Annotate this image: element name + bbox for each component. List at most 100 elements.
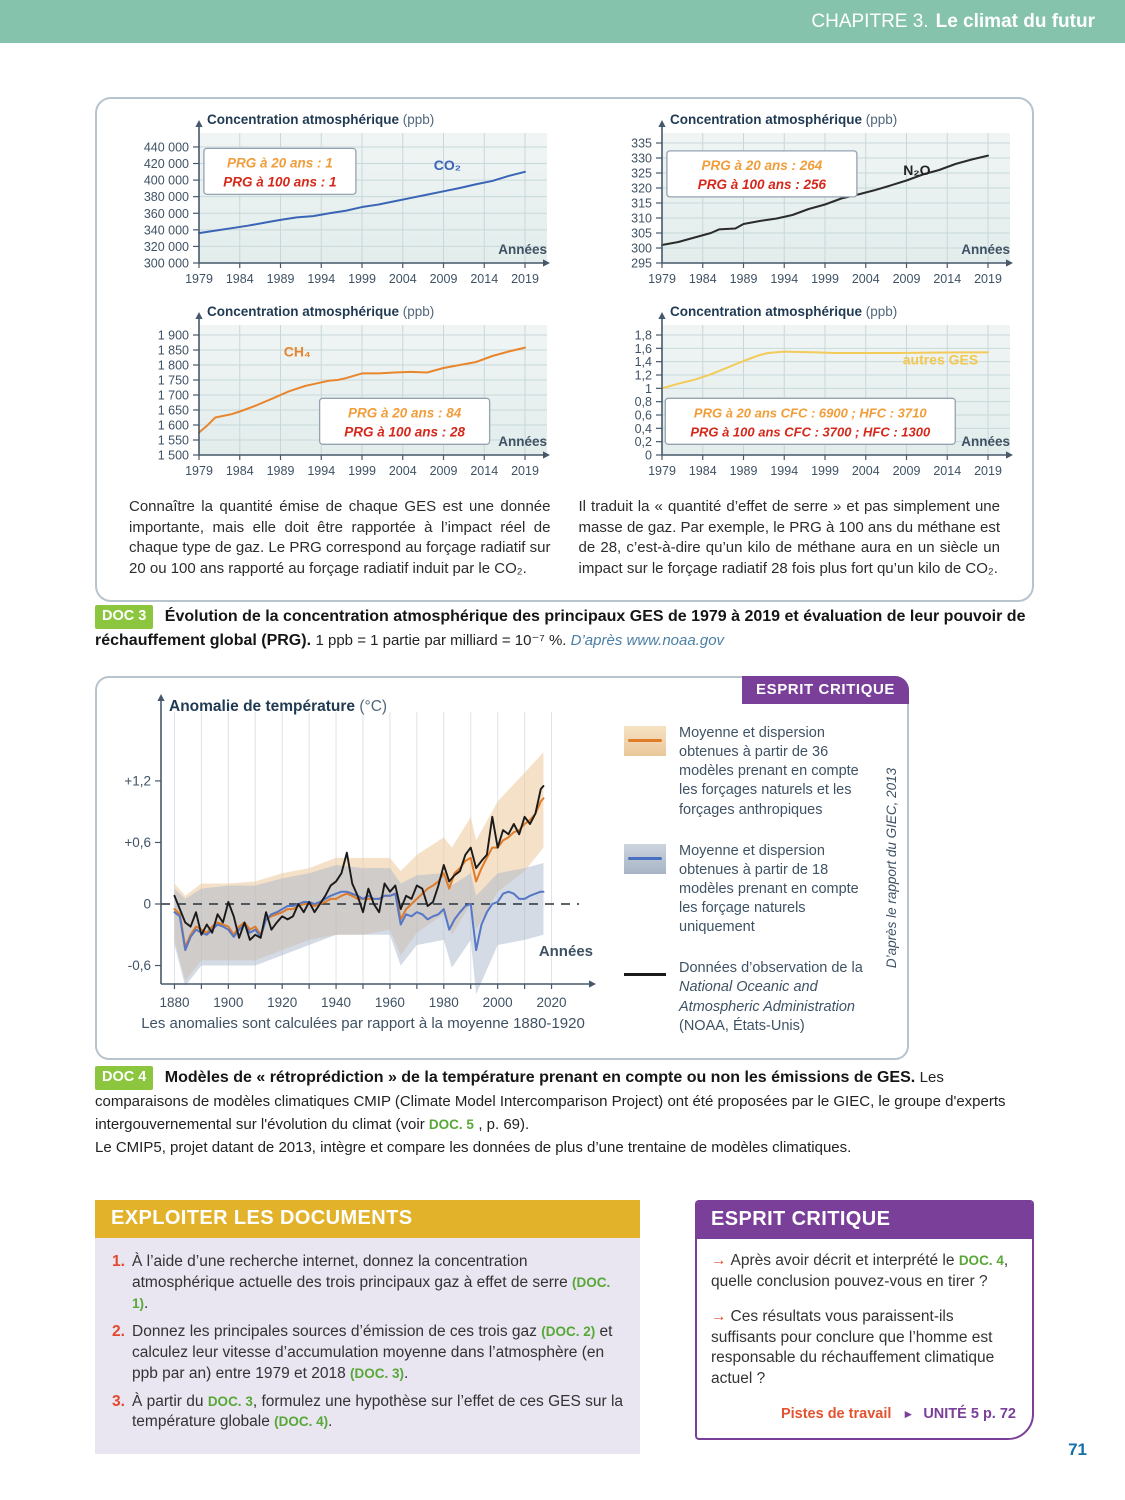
series-ch4 (198, 346, 526, 434)
series (198, 170, 526, 235)
chart-title: Concentration atmosphérique (ppb) (670, 112, 897, 127)
svg-text:1994: 1994 (307, 272, 335, 286)
svg-text:2004: 2004 (852, 272, 880, 286)
svg-text:2004: 2004 (389, 464, 417, 478)
svg-text:2014: 2014 (470, 464, 498, 478)
svg-text:1979: 1979 (185, 272, 213, 286)
legend-item-naturel: Moyenne et dispersion obtenues à partir … (624, 842, 880, 938)
svg-text:1994: 1994 (770, 272, 798, 286)
svg-text:-0,6: -0,6 (128, 958, 151, 973)
svg-text:1: 1 (645, 382, 652, 396)
svg-text:335: 335 (631, 137, 652, 151)
prg-annotation-box (203, 147, 357, 195)
svg-text:1994: 1994 (770, 464, 798, 478)
svg-text:1989: 1989 (267, 464, 295, 478)
svg-text:2009: 2009 (893, 464, 921, 478)
doc4-caption-n2: , p. 69). (478, 1116, 530, 1134)
q2-part-2: et calculez leur vitesse d’accumulation … (132, 1322, 613, 1382)
svg-text:1960: 1960 (375, 995, 405, 1010)
svg-text:380 000: 380 000 (144, 190, 189, 204)
chart-title: Concentration atmosphérique (ppb) (207, 112, 434, 127)
ec-p1-text: Après avoir décrit et interprété le (730, 1252, 959, 1269)
chapter-title: Le climat du futur (935, 10, 1095, 32)
pistes-de-travail-label: Pistes de travail (780, 1405, 892, 1422)
svg-text:300: 300 (631, 242, 652, 256)
question-2: 2. Donnez les principales sources d’émis… (105, 1322, 624, 1385)
prg-annotation-box (666, 150, 858, 198)
svg-text:2014: 2014 (933, 464, 961, 478)
doc4-panel: ESPRIT CRITIQUE 1880 1900 1920 1940 1960 1980… (95, 676, 909, 1060)
x-axis-label: Années (961, 434, 1010, 449)
arrow-right-icon: → (711, 1252, 727, 1269)
co2-svg: 1979 1984 1989 1994 1999 2004 2009 2014 2019 440 … (144, 112, 550, 286)
esprit-point-1: → Après avoir décrit et interprété le DOC… (711, 1251, 1018, 1292)
svg-text:420 000: 420 000 (144, 157, 189, 171)
gas-label: autres GES (903, 351, 978, 367)
legend-text-anthropique: Moyenne et dispersion obtenues à partir … (679, 725, 859, 818)
doc3-caption: DOC 3 Évolution de la concentration atmo… (95, 605, 1030, 652)
prg-20-ans: PRG à 20 ans CFC : 6900 ; HFC : 3710 (694, 405, 927, 420)
autres-ges-chart: 1979 1984 1989 1994 1999 2004 2009 2014 2019 1,8 1… (570, 299, 1020, 492)
svg-text:1 600: 1 600 (158, 419, 189, 433)
legend-obs-post: (NOAA, États-Unis) (679, 1017, 805, 1034)
prg-100-ans: PRG à 100 ans : 1 (223, 174, 336, 189)
svg-text:1999: 1999 (811, 272, 839, 286)
q1-doc-ref: (DOC. 1) (132, 1274, 611, 1311)
svg-text:1,2: 1,2 (635, 369, 652, 383)
svg-text:2020: 2020 (537, 995, 567, 1010)
svg-text:0: 0 (645, 449, 652, 463)
exploiter-box: EXPLOITER LES DOCUMENTS 1. À l’aide d’un… (95, 1200, 640, 1455)
prg-100-ans: PRG à 100 ans CFC : 3700 ; HFC : 1300 (690, 424, 931, 439)
axes (658, 120, 1013, 267)
exploiter-body: 1. À l’aide d’une recherche internet, do… (95, 1238, 640, 1455)
question-3-number: 3. (112, 1392, 125, 1410)
doc3-panel: 1979 1984 1989 1994 1999 2004 2009 2014 2019 440 … (95, 97, 1034, 602)
svg-text:2009: 2009 (893, 272, 921, 286)
svg-text:2000: 2000 (483, 995, 513, 1010)
svg-text:1 900: 1 900 (158, 329, 189, 343)
svg-text:2019: 2019 (511, 272, 539, 286)
exploiter-header: EXPLOITER LES DOCUMENTS (95, 1200, 640, 1238)
doc3-caption-note: 1 ppb = 1 partie par milliard = 10⁻⁷ %. (315, 632, 571, 650)
page-number: 71 (1068, 1440, 1087, 1459)
gas-label: CH₄ (284, 344, 311, 360)
axes (195, 120, 550, 267)
svg-text:1 700: 1 700 (158, 389, 189, 403)
dispersion-bands (174, 752, 544, 995)
doc4-caption-n3: Le CMIP5, projet datant de 2013, intègre… (95, 1139, 852, 1157)
legend-obs-italic: National Oceanic and Atmospheric Adminis… (679, 979, 855, 1015)
prg-20-ans: PRG à 20 ans : 1 (227, 155, 333, 170)
ticks-and-labels: 1979 1984 1989 1994 1999 2004 2009 2014 20191,81… (635, 329, 1002, 479)
svg-text:310: 310 (631, 212, 652, 226)
svg-text:0,8: 0,8 (635, 395, 652, 409)
esprit-footer: Pistes de travail ► UNITÉ 5 p. 72 (711, 1405, 1016, 1424)
question-3: 3. À partir du DOC. 3, formulez une hypo… (105, 1392, 624, 1434)
svg-text:2004: 2004 (852, 464, 880, 478)
doc3-badge: DOC 3 (95, 605, 154, 630)
svg-text:2009: 2009 (430, 272, 458, 286)
svg-text:1 850: 1 850 (158, 344, 189, 358)
svg-text:400 000: 400 000 (144, 174, 189, 188)
svg-text:1,4: 1,4 (635, 355, 652, 369)
svg-text:2014: 2014 (470, 272, 498, 286)
legend-swatch-black-line-icon (624, 973, 666, 977)
svg-text:+0,6: +0,6 (124, 835, 151, 850)
ticks-and-labels: 1979 1984 1989 1994 1999 2004 2009 2014 2019 1 90… (158, 329, 539, 479)
n2o-svg: 1979 1984 1989 1994 1999 2004 2009 2014 20193353… (631, 112, 1013, 286)
chart-legend: Moyenne et dispersion obtenues à partir … (624, 724, 880, 1036)
svg-text:0,6: 0,6 (635, 409, 652, 423)
svg-text:295: 295 (631, 257, 652, 271)
esprit-critique-box: ESPRIT CRITIQUE → Après avoir décrit et i… (695, 1200, 1034, 1440)
prg-annotation-box (318, 397, 491, 445)
doc3-caption-bold: Évolution de la concentration atmosphéri… (95, 608, 1026, 650)
legend-item-observations: Données d’observation de la National Oce… (624, 959, 880, 1036)
q3-doc-ref-1: DOC. 3 (207, 1393, 253, 1409)
esprit-point-2: → Ces résultats vous paraissent-ils suffi… (711, 1307, 1018, 1389)
svg-text:315: 315 (631, 197, 652, 211)
svg-text:1920: 1920 (267, 995, 297, 1010)
svg-text:440 000: 440 000 (144, 140, 189, 154)
doc3-caption-source: D’après www.noaa.gov (570, 632, 725, 650)
unite-5-link[interactable]: UNITÉ 5 p. 72 (923, 1405, 1016, 1422)
series (661, 350, 989, 390)
